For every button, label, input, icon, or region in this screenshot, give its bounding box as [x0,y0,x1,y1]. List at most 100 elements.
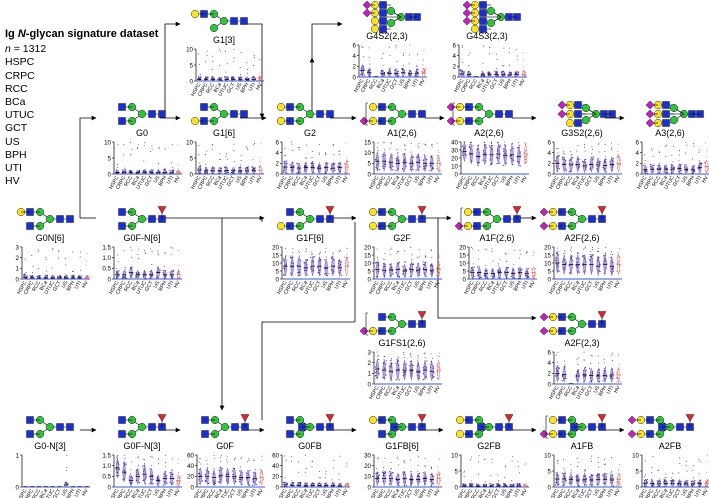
y-tick-label: 2 [368,360,372,367]
panel-label: G2F [393,233,411,243]
panel-g0f-n-3: G0F-N[3]1.51.00.50HSPCCRPCRCCBCaUTUCGCTU… [102,414,182,498]
violin-us [416,355,421,382]
y-tick-label: 6 [353,42,357,49]
violin-us [683,460,689,488]
violin-gct [496,474,501,488]
violin-uti [429,249,434,279]
x-tick-label: HSPC [191,488,204,498]
violin-hv [176,144,181,175]
violin-rcc [210,55,216,82]
y-tick-label: 6 [548,349,552,356]
x-tick-label: BCa [39,488,49,498]
violin-uti [429,353,435,382]
violin-hv [521,52,527,78]
panel-g4s2-2-3: G4S2(2,3)6420HSPCCRPCRCCBCaUTUCGCTUSBPHU… [353,0,427,94]
y-tick-label: 6 [636,139,640,146]
x-tick-label: BPH [240,175,251,187]
violin-hspc [282,248,288,277]
violin-bca [135,456,141,486]
violin-rcc [296,461,302,488]
x-tick-label: HV [520,175,529,185]
x-tick-label: CRPC [283,488,296,498]
violin-us [324,248,329,278]
y-tick-label: 5 [548,468,552,475]
violin-gct [495,141,501,165]
y-tick-label: 5 [108,155,112,162]
glycan-structure-icon [190,102,248,125]
x-tick-label: BCa [131,280,141,292]
x-tick-label: RCC [651,488,662,498]
x-tick-label: HV [341,488,350,498]
violin-rcc [568,247,574,276]
y-tick-label: 0 [636,484,640,491]
violin-bph [245,458,251,486]
violin-us [500,47,506,78]
violin-hspc [282,148,288,174]
x-tick-label: UTI [334,175,343,185]
x-tick-label: US [153,488,162,498]
y-tick-label: 1.0 [102,463,111,470]
y-tick-label: 1 [16,266,20,273]
violin-bph [162,252,168,280]
violin-gct [231,457,237,486]
x-tick-label: GCT [404,279,415,292]
violin-crpc [561,249,567,276]
violin-hspc [23,258,28,280]
y-tick-label: 5 [368,268,372,275]
x-tick-label: GCT [389,77,400,90]
x-tick-label: GCT [404,174,415,187]
violin-bph [330,143,336,175]
violin-us [237,155,243,175]
x-tick-label: BPH [598,280,609,292]
y-tick-label: 20 [272,244,279,251]
violin-gct [230,143,236,175]
violin-us [683,141,689,175]
x-tick-label: CRPC [462,488,475,498]
violin-gct [409,459,414,487]
violin-bca [575,144,581,173]
x-tick-label: HSPC [276,488,289,498]
x-tick-label: BCa [486,280,496,292]
y-tick-label: 0 [16,484,20,491]
panel-label: G1[3] [213,35,235,45]
violin-bca [135,144,141,175]
x-tick-label: HV [256,488,265,498]
panel-label: G3S2(2,6) [561,128,603,138]
glycan-structure-icon [359,102,426,126]
x-tick-label: RCC [31,488,42,498]
violin-us [63,454,69,488]
violin-utuc [489,141,494,166]
violin-us [415,249,421,279]
x-tick-label: BCa [476,78,486,90]
x-tick-label: US [413,175,422,185]
violin-crpc [290,456,295,488]
panel-g0n-6: G0N[6]3210HSPCCRPCRCCBCaUTUCGCTUSBPHUTIH… [16,207,90,296]
y-tick-label: 4 [548,360,552,367]
violin-utuc [142,250,147,280]
violin-gct [494,53,499,78]
glycan-structure-icon [118,414,167,439]
x-tick-label: BCa [299,488,309,498]
x-tick-label: US [153,175,162,185]
violin-hspc [375,351,380,380]
y-tick-label: 5 [368,161,372,168]
x-tick-label: GCT [584,384,595,397]
violin-rcc [128,142,134,175]
violin-bca [135,248,140,280]
x-tick-label: BPH [418,488,429,498]
violin-hv [84,252,90,280]
violin-hspc [459,45,465,78]
violin-bph [517,250,523,280]
x-tick-label: RCC [470,488,481,498]
x-tick-label: HSPC [455,488,468,498]
violin-crpc [476,250,482,280]
x-tick-label: US [413,488,422,498]
x-tick-label: BPH [326,175,337,187]
x-tick-label: UTI [426,488,435,498]
x-tick-label: BPH [66,280,77,292]
x-tick-label: HV [173,488,182,498]
x-tick-label: US [593,488,602,498]
violin-gct [149,145,154,175]
